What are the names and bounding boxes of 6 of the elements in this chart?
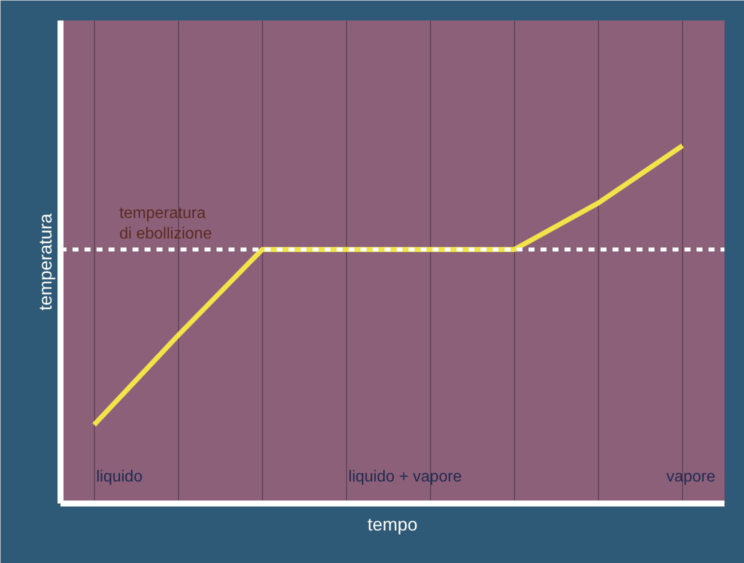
annotation: vapore (666, 468, 716, 486)
ref-line-label: temperatura di ebollizione (119, 204, 212, 242)
y-axis-title: temperatura (36, 212, 56, 311)
annotation: liquido + vapore (348, 468, 462, 486)
annotation: liquido (96, 468, 143, 486)
x-axis-title: tempo (367, 514, 418, 534)
